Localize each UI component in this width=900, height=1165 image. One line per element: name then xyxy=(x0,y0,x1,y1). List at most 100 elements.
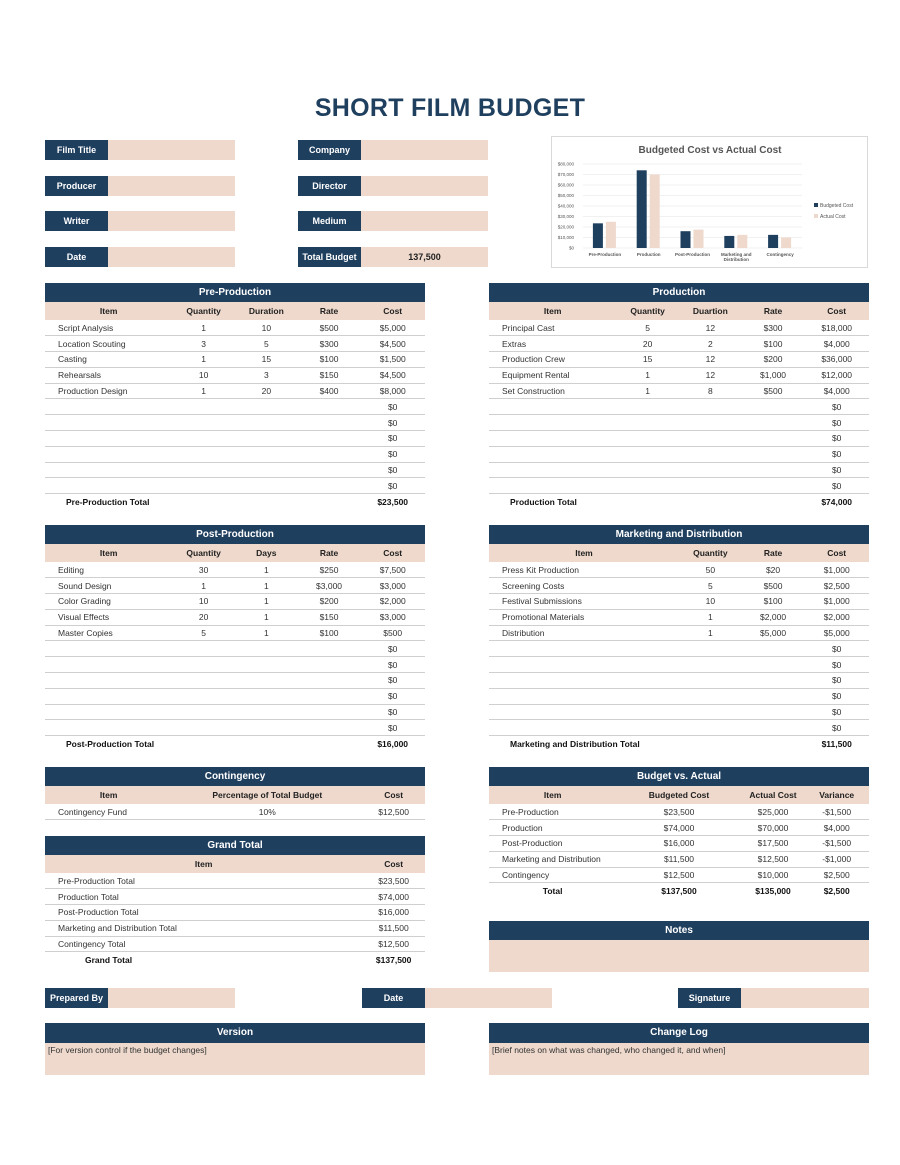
total-budget-field[interactable]: 137,500 xyxy=(361,247,488,267)
table-cell[interactable] xyxy=(679,398,742,416)
table-cell[interactable] xyxy=(172,414,235,432)
table-cell[interactable] xyxy=(489,414,617,432)
table-cell[interactable]: $16,000 xyxy=(362,904,425,921)
table-cell[interactable]: $0 xyxy=(360,414,425,432)
table-cell[interactable]: $0 xyxy=(804,414,869,432)
table-cell[interactable]: $1,000 xyxy=(741,367,805,384)
table-cell[interactable]: $2,000 xyxy=(360,593,425,610)
table-cell[interactable]: $11,500 xyxy=(362,920,425,937)
table-cell[interactable]: $1,000 xyxy=(804,593,869,610)
table-cell[interactable] xyxy=(45,477,173,495)
table-cell[interactable]: $0 xyxy=(804,477,869,495)
table-cell[interactable] xyxy=(741,688,805,705)
table-cell[interactable] xyxy=(45,430,173,447)
table-cell[interactable]: Promotional Materials xyxy=(489,609,680,626)
table-cell[interactable]: Casting xyxy=(45,351,173,368)
table-cell[interactable] xyxy=(235,640,298,658)
table-cell[interactable]: Pre-Production Total xyxy=(45,873,363,890)
film-title-field[interactable] xyxy=(108,140,235,160)
table-cell[interactable]: 1 xyxy=(679,609,742,626)
table-cell[interactable] xyxy=(489,640,680,658)
table-cell[interactable]: Pre-Production xyxy=(489,804,617,821)
table-cell[interactable]: 10 xyxy=(172,593,235,610)
table-cell[interactable]: Production Design xyxy=(45,383,173,400)
table-cell[interactable]: 1 xyxy=(235,562,298,579)
table-cell[interactable]: Post-Production Total xyxy=(45,904,363,921)
table-cell[interactable] xyxy=(489,430,617,447)
table-cell[interactable]: Set Construction xyxy=(489,383,617,400)
table-cell[interactable]: 20 xyxy=(172,609,235,626)
table-cell[interactable]: $2,500 xyxy=(804,867,869,884)
table-cell[interactable]: $250 xyxy=(297,562,361,579)
table-cell[interactable] xyxy=(489,477,617,495)
table-cell[interactable]: Production Crew xyxy=(489,351,617,368)
table-cell[interactable]: $0 xyxy=(360,688,425,705)
table-cell[interactable] xyxy=(616,477,679,495)
prepared-by-field[interactable] xyxy=(108,988,235,1008)
table-cell[interactable]: $10,000 xyxy=(741,867,805,884)
table-cell[interactable] xyxy=(172,640,235,658)
table-cell[interactable]: 15 xyxy=(235,351,298,368)
table-cell[interactable]: 3 xyxy=(172,335,235,353)
table-cell[interactable] xyxy=(679,640,742,658)
table-cell[interactable]: 1 xyxy=(172,320,235,337)
table-cell[interactable]: $0 xyxy=(804,719,869,737)
company-field[interactable] xyxy=(361,140,488,160)
table-cell[interactable]: $8,000 xyxy=(360,383,425,400)
table-cell[interactable]: $100 xyxy=(297,351,361,368)
table-cell[interactable]: $0 xyxy=(360,477,425,495)
table-cell[interactable] xyxy=(741,719,805,737)
table-cell[interactable] xyxy=(235,430,298,447)
table-cell[interactable]: $0 xyxy=(804,704,869,721)
table-cell[interactable] xyxy=(235,414,298,432)
table-cell[interactable] xyxy=(235,704,298,721)
table-cell[interactable] xyxy=(741,414,805,432)
table-cell[interactable]: Color Grading xyxy=(45,593,173,610)
table-cell[interactable]: $12,000 xyxy=(804,367,869,384)
table-cell[interactable] xyxy=(616,462,679,479)
table-cell[interactable] xyxy=(679,477,742,495)
table-cell[interactable]: $1,500 xyxy=(360,351,425,368)
table-cell[interactable]: Screening Costs xyxy=(489,577,680,595)
table-cell[interactable] xyxy=(235,477,298,495)
table-cell[interactable]: $4,500 xyxy=(360,335,425,353)
table-cell[interactable]: $0 xyxy=(360,446,425,463)
table-cell[interactable]: -$1,500 xyxy=(804,835,869,852)
table-cell[interactable]: $0 xyxy=(360,462,425,479)
table-cell[interactable]: $4,500 xyxy=(360,367,425,384)
table-cell[interactable] xyxy=(489,688,680,705)
table-cell[interactable]: Contingency Total xyxy=(45,936,363,953)
table-cell[interactable]: $300 xyxy=(741,320,805,337)
table-cell[interactable]: Marketing and Distribution xyxy=(489,851,617,868)
table-cell[interactable] xyxy=(45,398,173,416)
table-cell[interactable]: 20 xyxy=(235,383,298,400)
table-cell[interactable] xyxy=(741,640,805,658)
table-cell[interactable]: Principal Cast xyxy=(489,320,617,337)
table-cell[interactable] xyxy=(741,462,805,479)
table-cell[interactable]: $0 xyxy=(360,640,425,658)
table-cell[interactable]: $0 xyxy=(804,430,869,447)
table-cell[interactable]: 1 xyxy=(235,609,298,626)
table-cell[interactable]: $0 xyxy=(360,719,425,737)
table-cell[interactable]: 1 xyxy=(172,383,235,400)
table-cell[interactable]: Production xyxy=(489,819,617,837)
table-cell[interactable]: Post-Production xyxy=(489,835,617,852)
table-cell[interactable]: $20 xyxy=(741,562,805,579)
table-cell[interactable]: Location Scouting xyxy=(45,335,173,353)
table-cell[interactable] xyxy=(679,672,742,689)
table-cell[interactable]: $0 xyxy=(804,688,869,705)
table-cell[interactable] xyxy=(679,414,742,432)
table-cell[interactable] xyxy=(172,656,235,674)
table-cell[interactable]: -$1,500 xyxy=(804,804,869,821)
table-cell[interactable]: Script Analysis xyxy=(45,320,173,337)
table-cell[interactable]: 1 xyxy=(679,625,742,642)
table-cell[interactable]: 5 xyxy=(616,320,679,337)
changelog-field[interactable]: [Brief notes on what was changed, who ch… xyxy=(489,1043,869,1075)
table-cell[interactable] xyxy=(297,430,361,447)
table-cell[interactable]: $1,000 xyxy=(804,562,869,579)
table-cell[interactable]: $500 xyxy=(297,320,361,337)
date-field[interactable] xyxy=(108,247,235,267)
table-cell[interactable]: $5,000 xyxy=(804,625,869,642)
table-cell[interactable] xyxy=(679,446,742,463)
table-cell[interactable]: Editing xyxy=(45,562,173,579)
